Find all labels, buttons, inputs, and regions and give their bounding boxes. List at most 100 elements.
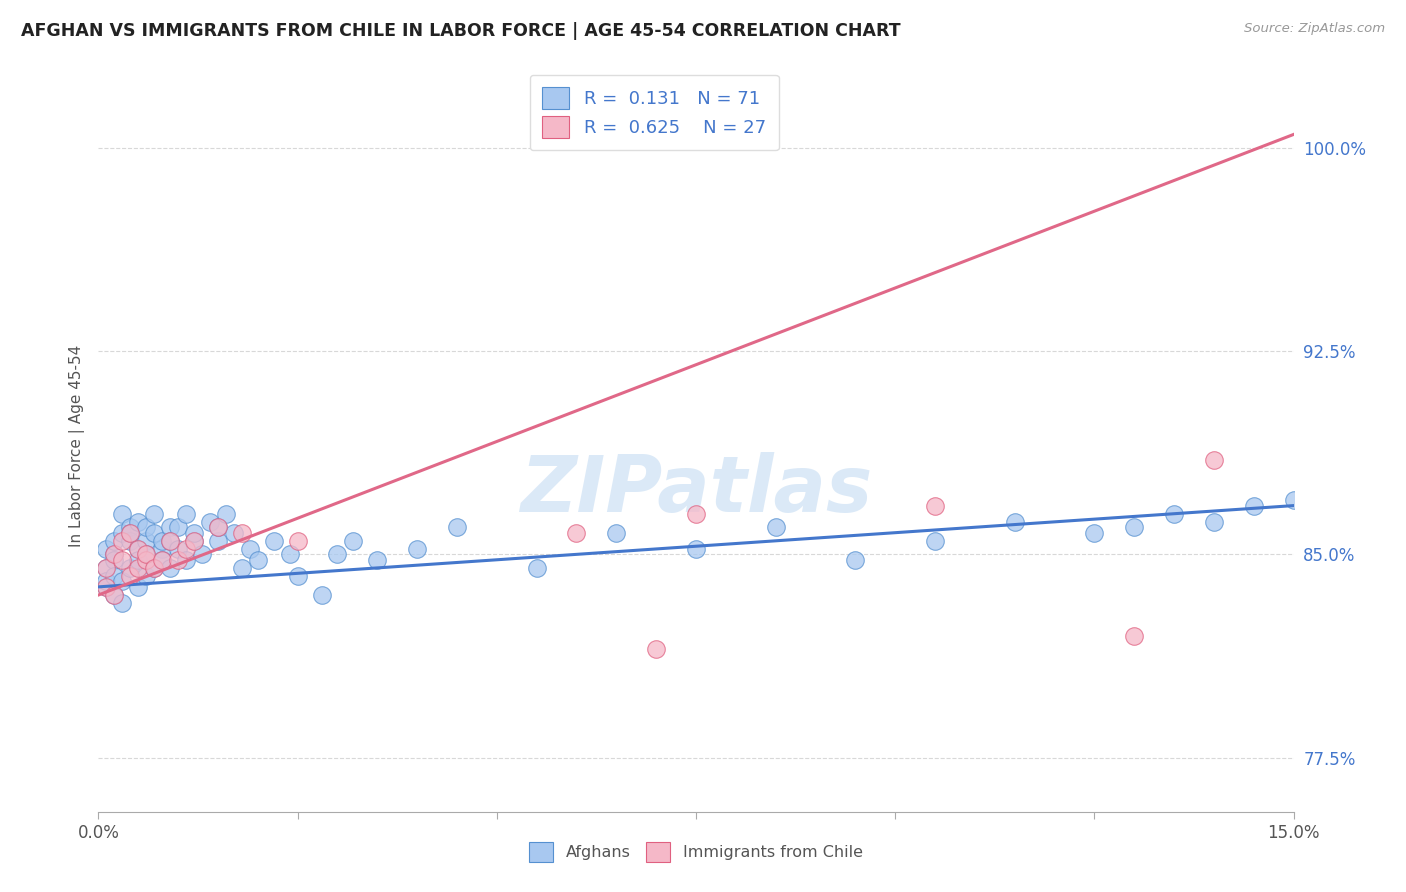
Point <box>96 561 118 575</box>
Point <box>135 547 157 561</box>
Point <box>191 547 214 561</box>
Point <box>135 533 157 548</box>
Point <box>103 588 125 602</box>
Point <box>526 561 548 575</box>
Point <box>1123 520 1146 534</box>
Point <box>120 561 142 575</box>
Point <box>924 499 946 513</box>
Point <box>111 574 134 589</box>
Point <box>159 533 181 548</box>
Point <box>366 553 388 567</box>
Point <box>446 520 468 534</box>
Point <box>1202 515 1225 529</box>
Y-axis label: In Labor Force | Age 45-54: In Labor Force | Age 45-54 <box>69 345 84 547</box>
Point <box>174 507 197 521</box>
Point <box>103 533 125 548</box>
Point <box>231 525 253 540</box>
Point <box>1202 452 1225 467</box>
Point <box>159 561 181 575</box>
Point <box>111 525 134 540</box>
Point <box>143 507 166 521</box>
Point <box>605 525 627 540</box>
Point <box>103 547 125 561</box>
Point <box>103 553 125 567</box>
Point <box>120 525 142 540</box>
Point <box>183 533 205 548</box>
Point <box>103 588 125 602</box>
Point <box>565 525 588 540</box>
Point <box>207 520 229 534</box>
Point <box>111 596 134 610</box>
Point <box>150 541 173 556</box>
Point <box>143 561 166 575</box>
Point <box>685 507 707 521</box>
Point <box>150 553 173 567</box>
Point <box>183 533 205 548</box>
Point <box>645 642 668 657</box>
Point <box>127 580 149 594</box>
Point <box>287 533 309 548</box>
Point <box>222 525 245 540</box>
Point <box>685 541 707 556</box>
Point <box>326 547 349 561</box>
Point <box>167 541 190 556</box>
Point <box>263 533 285 548</box>
Point <box>174 553 197 567</box>
Point <box>127 541 149 556</box>
Point <box>167 553 190 567</box>
Point <box>120 533 142 548</box>
Point <box>183 525 205 540</box>
Point <box>159 520 181 534</box>
Point <box>96 541 118 556</box>
Point <box>111 507 134 521</box>
Point <box>120 569 142 583</box>
Point <box>135 547 157 561</box>
Point <box>120 520 142 534</box>
Point <box>159 533 181 548</box>
Text: Source: ZipAtlas.com: Source: ZipAtlas.com <box>1244 22 1385 36</box>
Point <box>174 541 197 556</box>
Point <box>1123 629 1146 643</box>
Point <box>1083 525 1105 540</box>
Point <box>143 525 166 540</box>
Point <box>215 507 238 521</box>
Point <box>287 569 309 583</box>
Point <box>135 520 157 534</box>
Point <box>924 533 946 548</box>
Point <box>127 553 149 567</box>
Point <box>127 561 149 575</box>
Legend: R =  0.131   N = 71, R =  0.625    N = 27: R = 0.131 N = 71, R = 0.625 N = 27 <box>530 75 779 151</box>
Point <box>844 553 866 567</box>
Point <box>406 541 429 556</box>
Point <box>231 561 253 575</box>
Point <box>135 553 157 567</box>
Point <box>1243 499 1265 513</box>
Point <box>278 547 301 561</box>
Text: AFGHAN VS IMMIGRANTS FROM CHILE IN LABOR FORCE | AGE 45-54 CORRELATION CHART: AFGHAN VS IMMIGRANTS FROM CHILE IN LABOR… <box>21 22 901 40</box>
Point <box>167 520 190 534</box>
Point <box>96 574 118 589</box>
Point <box>342 533 364 548</box>
Point <box>246 553 269 567</box>
Point <box>765 520 787 534</box>
Point <box>311 588 333 602</box>
Point <box>150 553 173 567</box>
Point <box>135 569 157 583</box>
Text: ZIPatlas: ZIPatlas <box>520 452 872 528</box>
Point <box>1163 507 1185 521</box>
Point <box>239 541 262 556</box>
Point <box>103 547 125 561</box>
Point <box>111 553 134 567</box>
Point <box>127 541 149 556</box>
Point <box>150 533 173 548</box>
Point <box>103 569 125 583</box>
Point <box>1282 493 1305 508</box>
Point <box>143 561 166 575</box>
Point <box>96 580 118 594</box>
Point <box>127 515 149 529</box>
Point <box>120 525 142 540</box>
Point <box>1004 515 1026 529</box>
Point <box>198 515 221 529</box>
Point <box>111 533 134 548</box>
Point <box>96 561 118 575</box>
